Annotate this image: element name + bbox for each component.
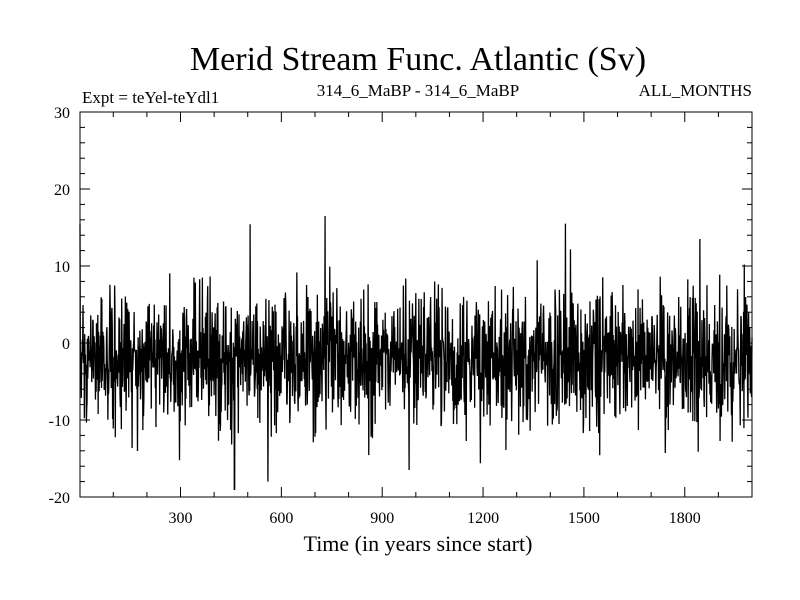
series-group: [79, 215, 753, 490]
experiment-label: Expt = teYel-teYdl1: [82, 88, 219, 107]
x-tick-label: 900: [370, 510, 394, 527]
y-tick-label: 10: [54, 259, 70, 276]
x-tick-label: 1800: [669, 510, 701, 527]
x-tick-label: 600: [269, 510, 293, 527]
subtitle-label: 314_6_MaBP - 314_6_MaBP: [317, 81, 519, 100]
chart-title: Merid Stream Func. Atlantic (Sv): [190, 41, 646, 78]
y-tick-label: -20: [49, 490, 70, 507]
y-tick-label: 20: [54, 182, 70, 199]
series-line: [79, 215, 753, 490]
x-tick-label: 1200: [467, 510, 499, 527]
y-tick-label: 0: [62, 336, 70, 353]
y-tick-label: 30: [54, 105, 70, 122]
x-tick-label: 300: [169, 510, 193, 527]
x-axis-label: Time (in years since start): [304, 531, 533, 556]
y-tick-label: -10: [49, 413, 70, 430]
x-tick-label: 1500: [568, 510, 600, 527]
ticks-group: 300 600 900 1200 1500 1800 -20 -10 0 10 20 30: [49, 105, 752, 527]
months-label: ALL_MONTHS: [639, 81, 752, 100]
